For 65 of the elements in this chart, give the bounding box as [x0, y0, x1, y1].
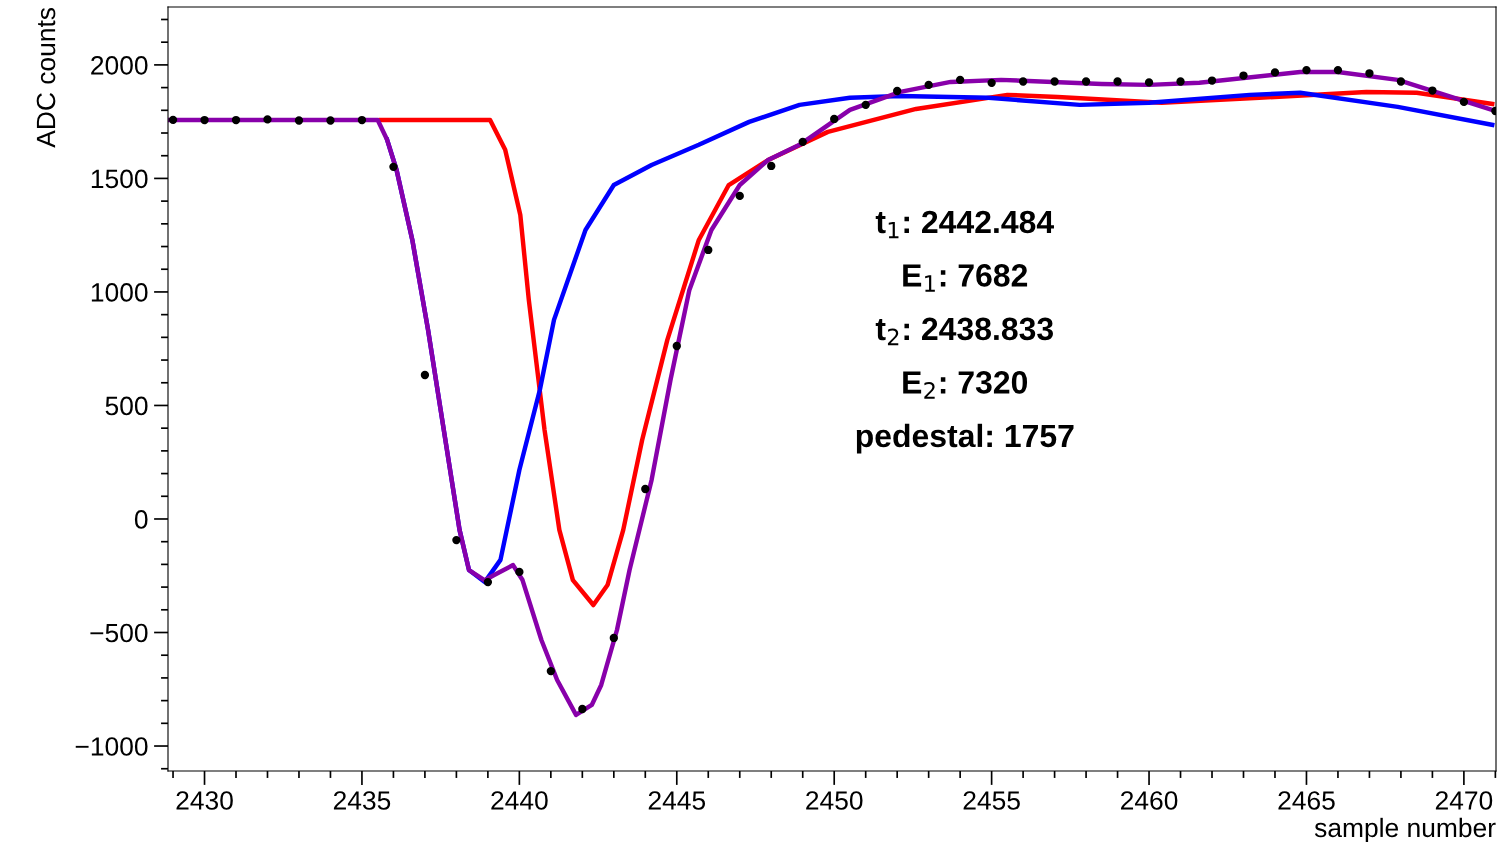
- y-tick-label: −1000: [75, 737, 148, 756]
- y-tick-label: 500: [105, 396, 148, 416]
- point: [1459, 97, 1469, 107]
- point: [861, 100, 870, 110]
- x-tick-label: 2445: [648, 791, 706, 810]
- point: [263, 115, 272, 124]
- point: [735, 191, 744, 201]
- x-tick-label: 2435: [333, 791, 391, 810]
- y-axis-title: ADC counts: [36, 7, 56, 148]
- point: [767, 161, 776, 171]
- point: [515, 567, 524, 577]
- point: [1270, 68, 1280, 77]
- point: [798, 137, 807, 147]
- point: [546, 666, 556, 676]
- point: [294, 116, 304, 125]
- point: [1050, 77, 1059, 86]
- point: [1239, 71, 1248, 80]
- point: [924, 80, 933, 90]
- point: [231, 115, 241, 125]
- point: [578, 704, 587, 714]
- y-tick-label: 0: [134, 510, 148, 529]
- x-tick-label: 2440: [491, 791, 548, 810]
- x-axis-title: sample number: [1314, 817, 1496, 842]
- y-tick-label: 1000: [91, 283, 148, 302]
- point: [672, 341, 681, 351]
- point: [200, 115, 209, 125]
- point: [830, 114, 839, 124]
- point: [1365, 69, 1374, 78]
- point: [893, 86, 902, 96]
- x-tick-label: 2450: [806, 791, 863, 810]
- point: [168, 115, 178, 125]
- annotation: E$_{1}$: 7682: [903, 264, 1028, 292]
- point: [1018, 77, 1028, 86]
- point: [1207, 76, 1217, 85]
- x-tick-label: 2455: [963, 791, 1020, 810]
- point: [389, 162, 398, 172]
- point: [420, 370, 430, 380]
- point: [1113, 77, 1122, 86]
- annotation: t$_{2}$: 2438.833: [875, 317, 1053, 346]
- x-tick-label: 2470: [1435, 791, 1493, 810]
- point: [1176, 77, 1185, 86]
- point: [1144, 78, 1154, 87]
- point: [1396, 77, 1406, 86]
- point: [357, 115, 367, 125]
- point: [452, 535, 461, 545]
- point: [704, 245, 713, 255]
- annotation: E$_{2}$: 7320: [903, 371, 1028, 399]
- annotation: pedestal: 1757: [856, 423, 1074, 454]
- point: [1428, 86, 1437, 95]
- point: [641, 484, 650, 494]
- point: [1333, 65, 1343, 75]
- point: [987, 78, 996, 87]
- point: [1081, 77, 1091, 86]
- point: [326, 116, 335, 125]
- point: [483, 577, 493, 587]
- point: [609, 633, 618, 643]
- x-tick-label: 2465: [1278, 791, 1335, 810]
- annotation: t$_{1}$: 2442.484: [875, 210, 1054, 239]
- point: [955, 75, 965, 85]
- x-tick-label: 2460: [1121, 791, 1178, 810]
- y-tick-label: −500: [90, 623, 148, 643]
- x-tick-label: 2430: [176, 791, 233, 810]
- y-tick-label: 1500: [91, 169, 148, 189]
- point: [1302, 65, 1311, 75]
- y-tick-label: 2000: [91, 56, 148, 75]
